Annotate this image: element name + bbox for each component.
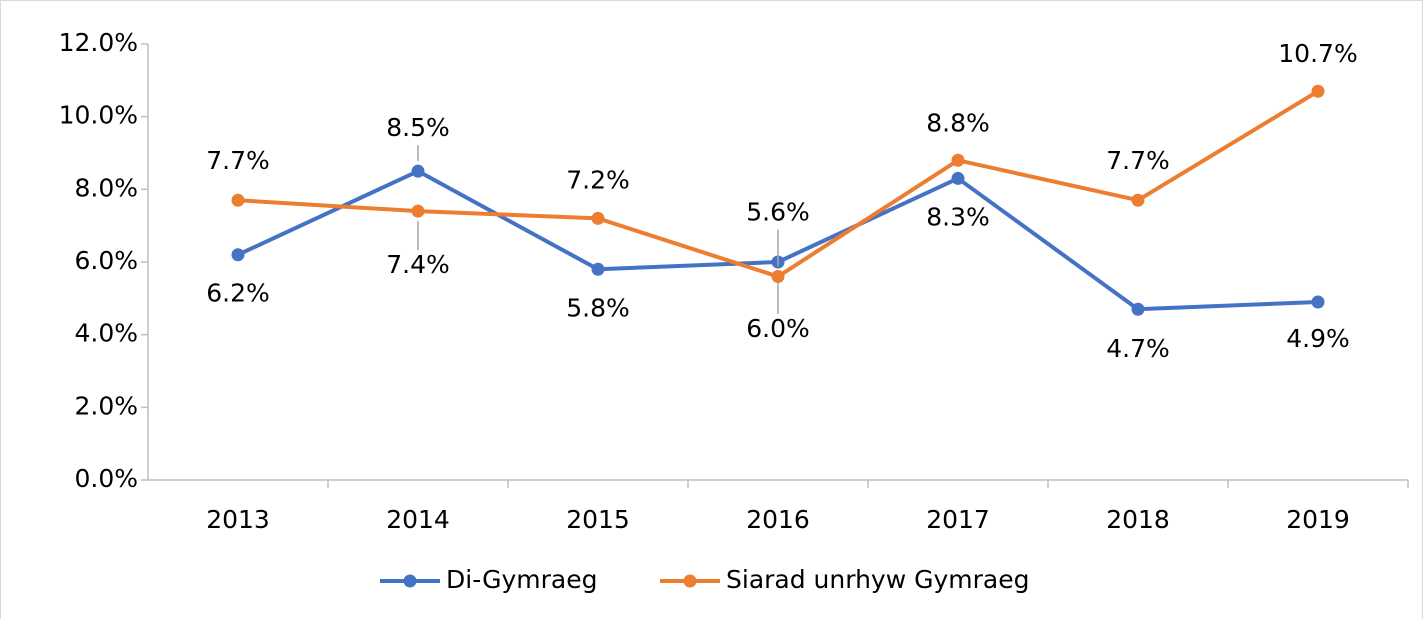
point [591, 262, 605, 276]
legend-label: Di-Gymraeg [446, 565, 598, 594]
data-label: 6.2% [206, 279, 270, 308]
legend-marker [403, 574, 417, 588]
point [951, 153, 965, 167]
x-tick-label: 2019 [1286, 505, 1350, 534]
data-label: 10.7% [1278, 39, 1357, 68]
y-tick-label: 0.0% [74, 464, 138, 493]
y-tick-label: 10.0% [59, 101, 138, 130]
data-label: 5.8% [566, 293, 630, 322]
x-tick-label: 2016 [746, 505, 810, 534]
x-tick-label: 2015 [566, 505, 630, 534]
point [411, 204, 425, 218]
y-tick-label: 4.0% [74, 319, 138, 348]
point [231, 248, 245, 262]
point [951, 171, 965, 185]
data-label: 7.7% [1106, 146, 1170, 175]
data-label: 7.2% [566, 165, 630, 194]
data-label: 7.4% [386, 250, 450, 279]
point [1131, 302, 1145, 316]
point [411, 164, 425, 178]
y-tick-label: 2.0% [74, 391, 138, 420]
x-tick-label: 2018 [1106, 505, 1170, 534]
data-label: 8.8% [926, 108, 990, 137]
point [1311, 295, 1325, 309]
x-tick-label: 2013 [206, 505, 270, 534]
point [771, 270, 785, 284]
data-label: 6.0% [746, 314, 810, 343]
point [1131, 193, 1145, 207]
x-tick-label: 2014 [386, 505, 450, 534]
legend-label: Siarad unrhyw Gymraeg [726, 565, 1029, 594]
data-label: 8.3% [926, 202, 990, 231]
y-tick-label: 12.0% [59, 28, 138, 57]
data-label: 8.5% [386, 113, 450, 142]
data-label: 7.7% [206, 146, 270, 175]
data-label: 4.7% [1106, 334, 1170, 363]
point [231, 193, 245, 207]
data-label: 5.6% [746, 198, 810, 227]
data-label: 4.9% [1286, 324, 1350, 353]
x-tick-label: 2017 [926, 505, 990, 534]
legend-marker [683, 574, 697, 588]
y-tick-label: 8.0% [74, 173, 138, 202]
point [591, 211, 605, 225]
y-tick-label: 6.0% [74, 246, 138, 275]
point [1311, 84, 1325, 98]
